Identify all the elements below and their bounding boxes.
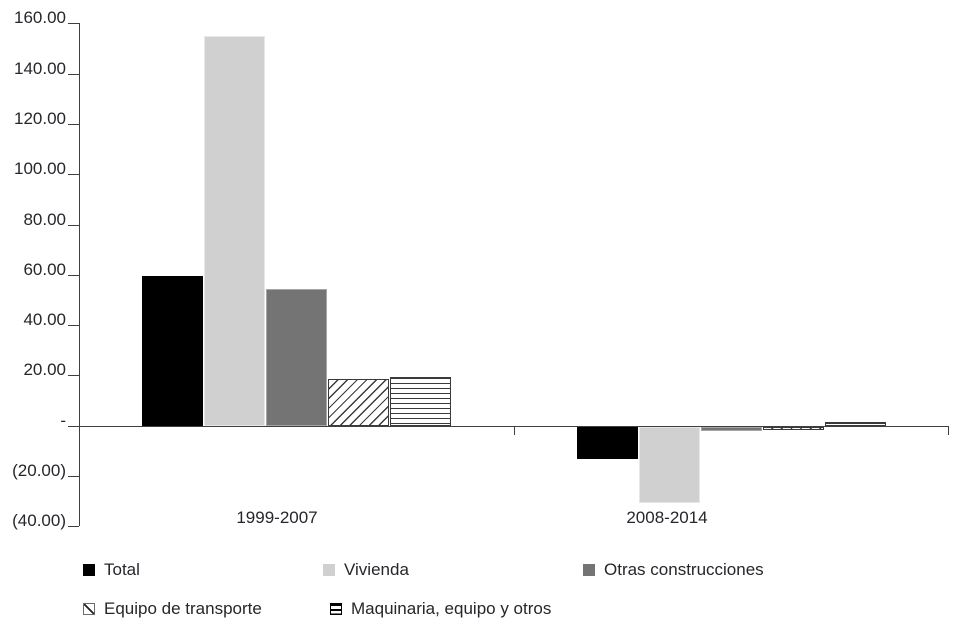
legend-marker-vivienda-icon bbox=[323, 564, 335, 576]
y-axis-tick bbox=[68, 274, 79, 276]
legend-marker-equipo-de-transporte-icon bbox=[83, 603, 95, 615]
y-tick-label: 100.00 bbox=[14, 159, 66, 179]
legend-item-vivienda: Vivienda bbox=[323, 560, 409, 580]
bar-total-1999-2007 bbox=[141, 276, 203, 426]
bar-equipo-de-transporte-1999-2007 bbox=[327, 379, 389, 426]
legend-item-maquinaria-equipo-y-otros: Maquinaria, equipo y otros bbox=[330, 599, 551, 619]
y-axis-tick bbox=[68, 23, 79, 25]
y-tick-label: 60.00 bbox=[23, 259, 66, 279]
legend-label-equipo-de-transporte: Equipo de transporte bbox=[104, 599, 262, 618]
bar-vivienda-2008-2014 bbox=[638, 426, 700, 503]
y-axis-tick bbox=[68, 123, 79, 125]
y-axis-tick bbox=[68, 375, 79, 377]
y-tick-label: 160.00 bbox=[14, 8, 66, 28]
y-tick-label: 140.00 bbox=[14, 58, 66, 78]
y-axis-tick bbox=[68, 174, 79, 176]
x-axis-line bbox=[79, 425, 948, 427]
legend-item-otras-construcciones: Otras construcciones bbox=[583, 560, 764, 580]
y-tick-label: 40.00 bbox=[23, 310, 66, 330]
x-axis-label: 1999-2007 bbox=[236, 508, 318, 527]
legend-item-total: Total bbox=[83, 560, 140, 580]
y-tick-label: (20.00) bbox=[12, 461, 66, 480]
legend-marker-maquinaria-equipo-y-otros-icon bbox=[330, 603, 342, 615]
legend-item-equipo-de-transporte: Equipo de transporte bbox=[83, 599, 262, 619]
bar-equipo-de-transporte-2008-2014 bbox=[762, 426, 824, 431]
bar-maquinaria-equipo-y-otros-2008-2014 bbox=[824, 422, 886, 426]
y-axis-tick bbox=[68, 73, 79, 75]
bar-otras-construcciones-2008-2014 bbox=[700, 426, 762, 432]
legend-marker-total-icon bbox=[83, 564, 95, 576]
y-tick-label: (40.00) bbox=[12, 511, 66, 531]
y-axis-tick bbox=[68, 325, 79, 327]
y-axis-tick bbox=[68, 224, 79, 226]
legend-label-total: Total bbox=[104, 560, 140, 579]
legend-marker-otras-construcciones-icon bbox=[583, 564, 595, 576]
y-axis-tick bbox=[68, 425, 79, 427]
bar-otras-construcciones-1999-2007 bbox=[265, 289, 327, 426]
legend-label-maquinaria-equipo-y-otros: Maquinaria, equipo y otros bbox=[351, 599, 552, 618]
y-axis-line bbox=[79, 23, 80, 527]
y-tick-label: - bbox=[60, 410, 66, 430]
x-axis-label: 2008-2014 bbox=[626, 508, 708, 527]
y-tick-label: 80.00 bbox=[23, 209, 66, 229]
y-axis-tick bbox=[68, 526, 79, 528]
x-axis-tick bbox=[514, 425, 515, 435]
bar-maquinaria-equipo-y-otros-1999-2007 bbox=[389, 376, 451, 426]
y-tick-label: 120.00 bbox=[14, 108, 66, 128]
legend-label-vivienda: Vivienda bbox=[344, 560, 409, 579]
y-axis-tick bbox=[68, 476, 79, 477]
x-axis-tick bbox=[948, 425, 949, 435]
legend-label-otras-construcciones: Otras construcciones bbox=[604, 560, 764, 579]
y-tick-label: 20.00 bbox=[23, 360, 66, 380]
bar-total-2008-2014 bbox=[576, 426, 638, 460]
bar-vivienda-1999-2007 bbox=[203, 36, 265, 426]
